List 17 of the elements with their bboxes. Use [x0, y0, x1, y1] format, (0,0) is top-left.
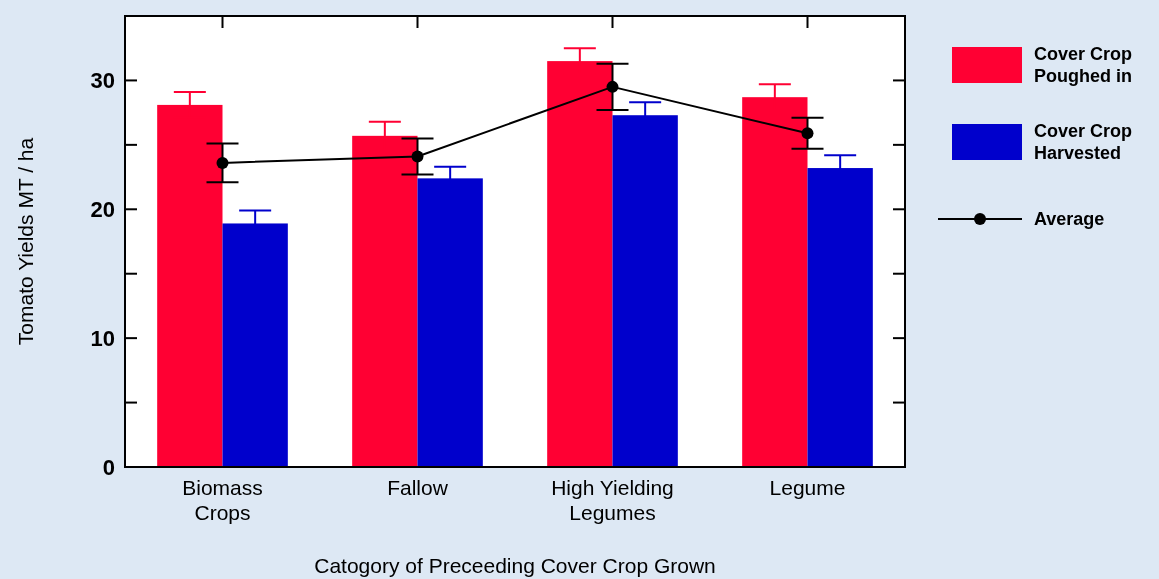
- y-axis-title: Tomato Yields MT / ha: [14, 137, 37, 346]
- y-tick-label: 20: [90, 196, 115, 222]
- x-tick-label: Biomass Crops: [182, 476, 263, 524]
- legend-label: Cover Crop Poughed in: [1034, 44, 1133, 87]
- x-tick-label: Legume: [769, 476, 846, 499]
- point: [606, 80, 619, 93]
- x-axis-title: Catogory of Preceeding Cover Crop Grown: [314, 554, 716, 577]
- x-tick-label: High Yielding Legumes: [551, 476, 674, 524]
- point: [411, 150, 424, 163]
- y-tick-label: 10: [90, 325, 115, 351]
- y-tick-label: 30: [90, 68, 115, 94]
- y-tick-label: 0: [102, 454, 115, 480]
- point: [216, 156, 229, 169]
- legend-label: Cover Crop Harvested: [1034, 121, 1133, 164]
- legend-label: Average: [1034, 209, 1105, 230]
- point: [801, 127, 814, 140]
- x-tick-label: Fallow: [387, 476, 449, 499]
